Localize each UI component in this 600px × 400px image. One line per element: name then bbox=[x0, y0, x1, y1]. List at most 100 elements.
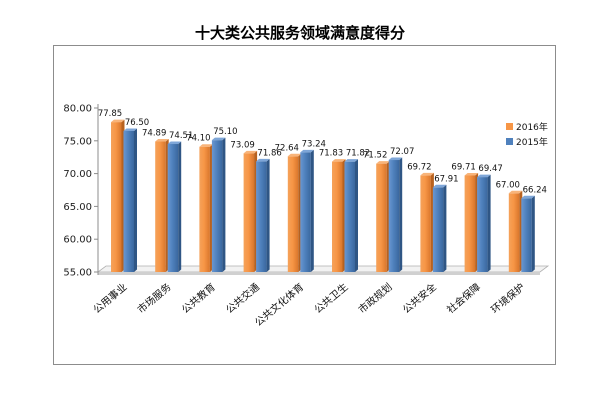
bar-front bbox=[167, 144, 179, 272]
category-label: 公共文化体育 bbox=[252, 280, 306, 329]
data-label: 72.07 bbox=[390, 147, 414, 157]
bar-front bbox=[300, 152, 311, 272]
bar-front bbox=[155, 141, 166, 272]
data-label: 74.51 bbox=[169, 131, 193, 141]
data-label: 71.82 bbox=[346, 149, 370, 159]
bar-side bbox=[266, 158, 270, 272]
bar-top bbox=[300, 149, 314, 153]
bar bbox=[432, 184, 447, 272]
bar-front bbox=[420, 175, 431, 272]
bar-top bbox=[199, 144, 213, 147]
bar-top bbox=[521, 195, 535, 199]
category-label: 公共卫生 bbox=[311, 280, 350, 316]
y-tick-label: 75.00 bbox=[63, 136, 92, 147]
bar bbox=[420, 172, 434, 272]
bar-top bbox=[388, 157, 403, 161]
category-label: 公共安全 bbox=[400, 280, 439, 316]
bar bbox=[521, 195, 535, 272]
category-label: 公共交通 bbox=[223, 280, 262, 316]
bar bbox=[344, 159, 358, 272]
data-label: 71.86 bbox=[257, 148, 281, 158]
bar bbox=[256, 158, 270, 272]
category-label: 公共教育 bbox=[179, 280, 218, 316]
bar-front bbox=[508, 193, 520, 272]
data-label: 71.52 bbox=[363, 151, 387, 161]
data-label: 74.89 bbox=[142, 129, 166, 139]
bar-top bbox=[508, 190, 523, 194]
legend-swatch bbox=[506, 138, 513, 145]
bar bbox=[332, 159, 346, 272]
legend-label: 2016年 bbox=[516, 121, 548, 133]
bar-side bbox=[399, 157, 403, 272]
data-label: 69.72 bbox=[407, 162, 431, 172]
y-axis: 55.00 60.00 65.00 70.00 75.00 80.00 bbox=[63, 104, 99, 279]
bar-top bbox=[111, 119, 125, 123]
y-tick-label: 65.00 bbox=[63, 202, 92, 213]
category-label: 社会保障 bbox=[444, 280, 483, 316]
category-label: 环境保护 bbox=[488, 280, 527, 316]
bar-top bbox=[167, 141, 182, 145]
bar-top bbox=[287, 153, 302, 157]
bar-side bbox=[310, 149, 314, 272]
y-tick-label: 80.00 bbox=[63, 104, 92, 115]
legend-swatch bbox=[506, 123, 513, 130]
bar bbox=[167, 141, 182, 272]
bar-side bbox=[178, 141, 182, 272]
data-label: 66.24 bbox=[523, 185, 547, 195]
bar-side bbox=[443, 184, 447, 272]
bar-top bbox=[432, 184, 447, 188]
bar-front bbox=[287, 156, 299, 272]
bar-front bbox=[211, 140, 223, 272]
bar bbox=[300, 149, 314, 272]
bar bbox=[111, 119, 125, 272]
bar-front bbox=[344, 161, 355, 272]
bar-top bbox=[344, 159, 358, 162]
data-label: 69.71 bbox=[451, 163, 475, 173]
bar-front bbox=[332, 161, 343, 272]
legend-label: 2015年 bbox=[516, 136, 548, 148]
y-tick-label: 55.00 bbox=[63, 268, 92, 279]
bar-top bbox=[155, 139, 169, 142]
bar-side bbox=[355, 159, 358, 272]
bar bbox=[477, 174, 491, 272]
bar-top bbox=[211, 137, 226, 141]
data-label: 71.83 bbox=[319, 149, 343, 159]
data-label: 73.09 bbox=[230, 140, 254, 150]
data-label: 73.24 bbox=[302, 139, 326, 149]
bar-front bbox=[111, 122, 122, 272]
floor-edge bbox=[98, 272, 540, 275]
data-label: 67.00 bbox=[496, 180, 520, 190]
y-tick-label: 60.00 bbox=[63, 235, 92, 246]
bar-front bbox=[123, 130, 134, 272]
bar-front bbox=[464, 175, 476, 272]
bar-top bbox=[464, 173, 479, 176]
bar-side bbox=[531, 195, 535, 272]
category-label: 公用事业 bbox=[90, 280, 129, 316]
data-label: 76.50 bbox=[125, 118, 149, 128]
bar-top bbox=[376, 161, 390, 164]
bar bbox=[199, 144, 213, 272]
data-label: 74.10 bbox=[186, 134, 210, 144]
data-label: 69.47 bbox=[478, 164, 502, 174]
bar-front bbox=[432, 187, 444, 272]
bar bbox=[376, 161, 390, 272]
bar bbox=[388, 157, 403, 272]
data-label: 67.91 bbox=[434, 174, 458, 184]
bar-top bbox=[332, 159, 346, 162]
data-label: 72.64 bbox=[275, 143, 299, 153]
bar-front bbox=[521, 198, 532, 272]
bar-front bbox=[256, 161, 267, 272]
bar bbox=[464, 173, 479, 272]
bar-front bbox=[477, 177, 488, 272]
bar-front bbox=[376, 163, 387, 272]
bar-side bbox=[134, 128, 137, 272]
bars bbox=[111, 119, 535, 272]
bar-side bbox=[487, 174, 491, 272]
bar bbox=[508, 190, 523, 272]
y-tick-label: 70.00 bbox=[63, 169, 92, 180]
data-label: 77.85 bbox=[98, 109, 122, 119]
bar-front bbox=[243, 153, 255, 272]
category-label: 市场服务 bbox=[135, 280, 174, 316]
